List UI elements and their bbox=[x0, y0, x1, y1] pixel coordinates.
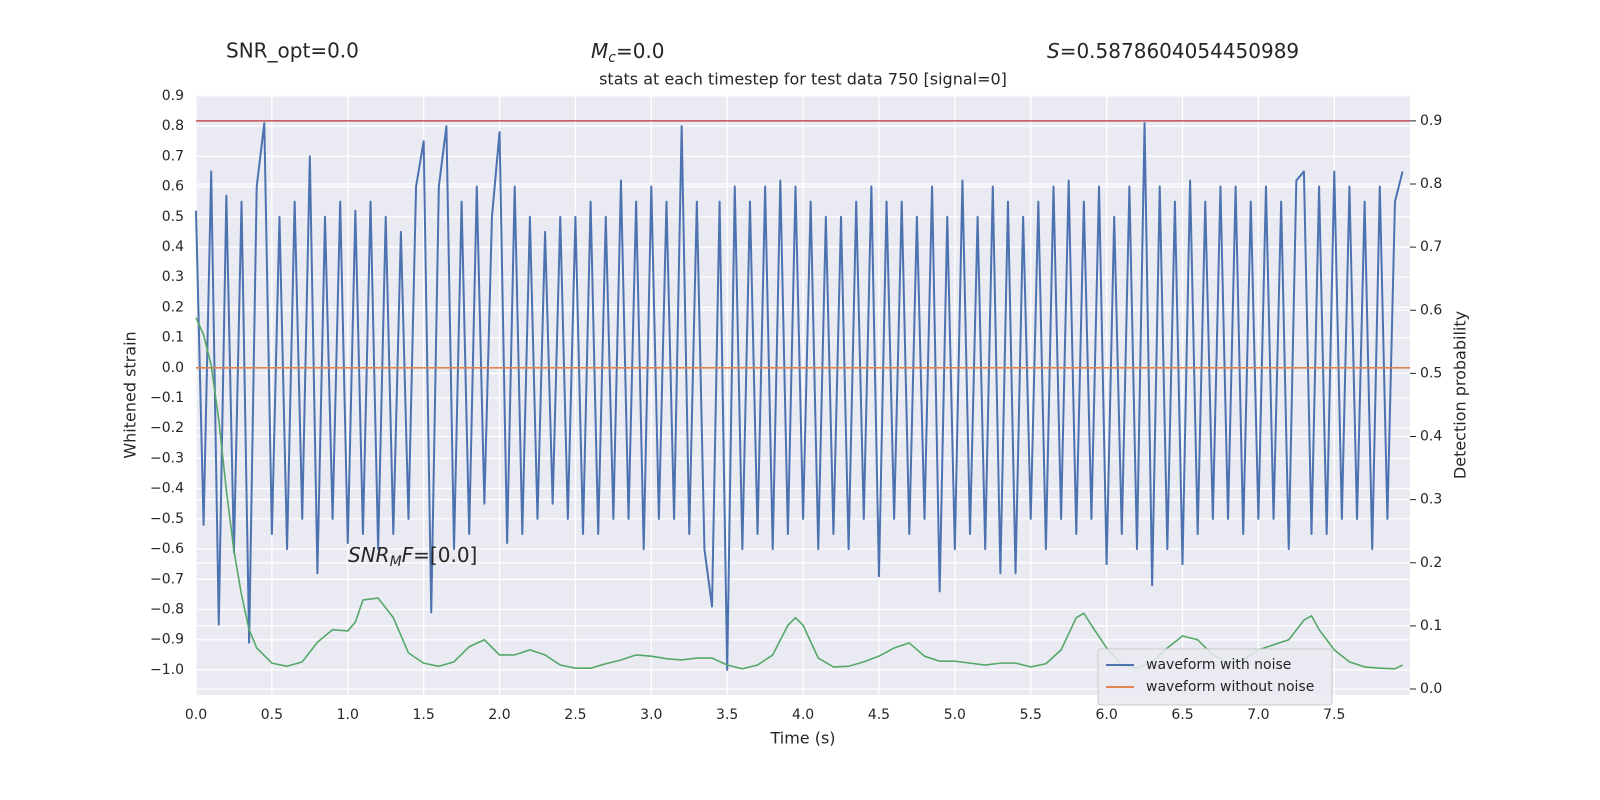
y-tick-label: 0.5 bbox=[162, 209, 184, 225]
subscript: c bbox=[608, 50, 616, 66]
y-tick-label: 0.1 bbox=[162, 330, 184, 346]
symbol: S bbox=[1047, 39, 1060, 63]
y-tick-label: 0.2 bbox=[162, 299, 184, 315]
symbol: SNR bbox=[348, 543, 390, 567]
header-s: S=0.5878604054450989 bbox=[1047, 39, 1299, 63]
legend-label: waveform with noise bbox=[1146, 657, 1291, 673]
y-tick-label: −0.3 bbox=[150, 450, 184, 466]
y2-tick-label: 0.9 bbox=[1420, 113, 1442, 129]
series-line bbox=[195, 317, 1403, 670]
x-tick-label: 0.5 bbox=[261, 707, 283, 723]
y-axis-label: Whitened strain bbox=[121, 331, 140, 458]
x-tick-label: 4.5 bbox=[868, 707, 890, 723]
y-tick-label: 0.6 bbox=[162, 179, 184, 195]
x-tick-label: 0.0 bbox=[185, 707, 207, 723]
value: =0.0 bbox=[616, 39, 665, 63]
x-tick-label: 1.5 bbox=[413, 707, 435, 723]
subscript: M bbox=[390, 554, 402, 570]
x-tick-label: 7.5 bbox=[1323, 707, 1345, 723]
symbol: F bbox=[402, 543, 414, 567]
header-snr-opt: SNR_opt=0.0 bbox=[226, 39, 359, 63]
y-tick-label: −0.4 bbox=[150, 481, 184, 497]
symbol: M bbox=[591, 39, 608, 63]
y-tick-label: −0.6 bbox=[150, 541, 184, 557]
x-tick-label: 5.0 bbox=[944, 707, 966, 723]
y2-tick-label: 0.2 bbox=[1420, 555, 1442, 571]
y-tick-label: 0.4 bbox=[162, 239, 184, 255]
y-tick-label: −0.8 bbox=[150, 602, 184, 618]
y-tick-label: −0.5 bbox=[150, 511, 184, 527]
y-tick-label: −0.9 bbox=[150, 632, 184, 648]
header-mc: Mc=0.0 bbox=[591, 39, 665, 67]
y2-tick-label: 0.5 bbox=[1420, 365, 1442, 381]
x-tick-label: 4.0 bbox=[792, 707, 814, 723]
x-tick-label: 2.5 bbox=[564, 707, 586, 723]
y-tick-label: 0.3 bbox=[162, 269, 184, 285]
y2-tick-label: 0.6 bbox=[1420, 302, 1442, 318]
y-tick-label: −1.0 bbox=[150, 662, 184, 678]
x-tick-label: 1.0 bbox=[337, 707, 359, 723]
x-tick-label: 7.0 bbox=[1247, 707, 1269, 723]
value: =0.5878604054450989 bbox=[1060, 39, 1299, 63]
y2-tick-label: 0.4 bbox=[1420, 429, 1442, 445]
y2-tick-label: 0.8 bbox=[1420, 176, 1442, 192]
x-tick-label: 6.0 bbox=[1095, 707, 1117, 723]
y2-tick-label: 0.1 bbox=[1420, 618, 1442, 634]
legend: waveform with noise waveform without nois… bbox=[1097, 648, 1333, 706]
legend-box bbox=[1097, 648, 1333, 706]
y2-tick-label: 0.3 bbox=[1420, 492, 1442, 508]
legend-label: waveform without noise bbox=[1146, 679, 1314, 695]
y-tick-label: −0.2 bbox=[150, 420, 184, 436]
y-tick-label: −0.1 bbox=[150, 390, 184, 406]
y-tick-label: 0.0 bbox=[162, 360, 184, 376]
x-tick-label: 3.5 bbox=[716, 707, 738, 723]
x-tick-label: 6.5 bbox=[1171, 707, 1193, 723]
chart-title: stats at each timestep for test data 750… bbox=[599, 70, 1007, 89]
x-axis-label: Time (s) bbox=[769, 729, 835, 748]
annotation: SNRMF=[0.0] bbox=[348, 543, 477, 571]
value: =[0.0] bbox=[413, 543, 477, 567]
y-tick-label: −0.7 bbox=[150, 571, 184, 587]
x-tick-label: 3.0 bbox=[640, 707, 662, 723]
y-tick-label: 0.9 bbox=[162, 88, 184, 104]
x-tick-label: 2.0 bbox=[488, 707, 510, 723]
x-tick-label: 5.5 bbox=[1020, 707, 1042, 723]
y2-tick-label: 0.7 bbox=[1420, 239, 1442, 255]
y-tick-label: 0.8 bbox=[162, 118, 184, 134]
y2-axis-label: Detection probability bbox=[1451, 311, 1470, 479]
y-tick-label: 0.7 bbox=[162, 148, 184, 164]
y2-tick-label: 0.0 bbox=[1420, 681, 1442, 697]
